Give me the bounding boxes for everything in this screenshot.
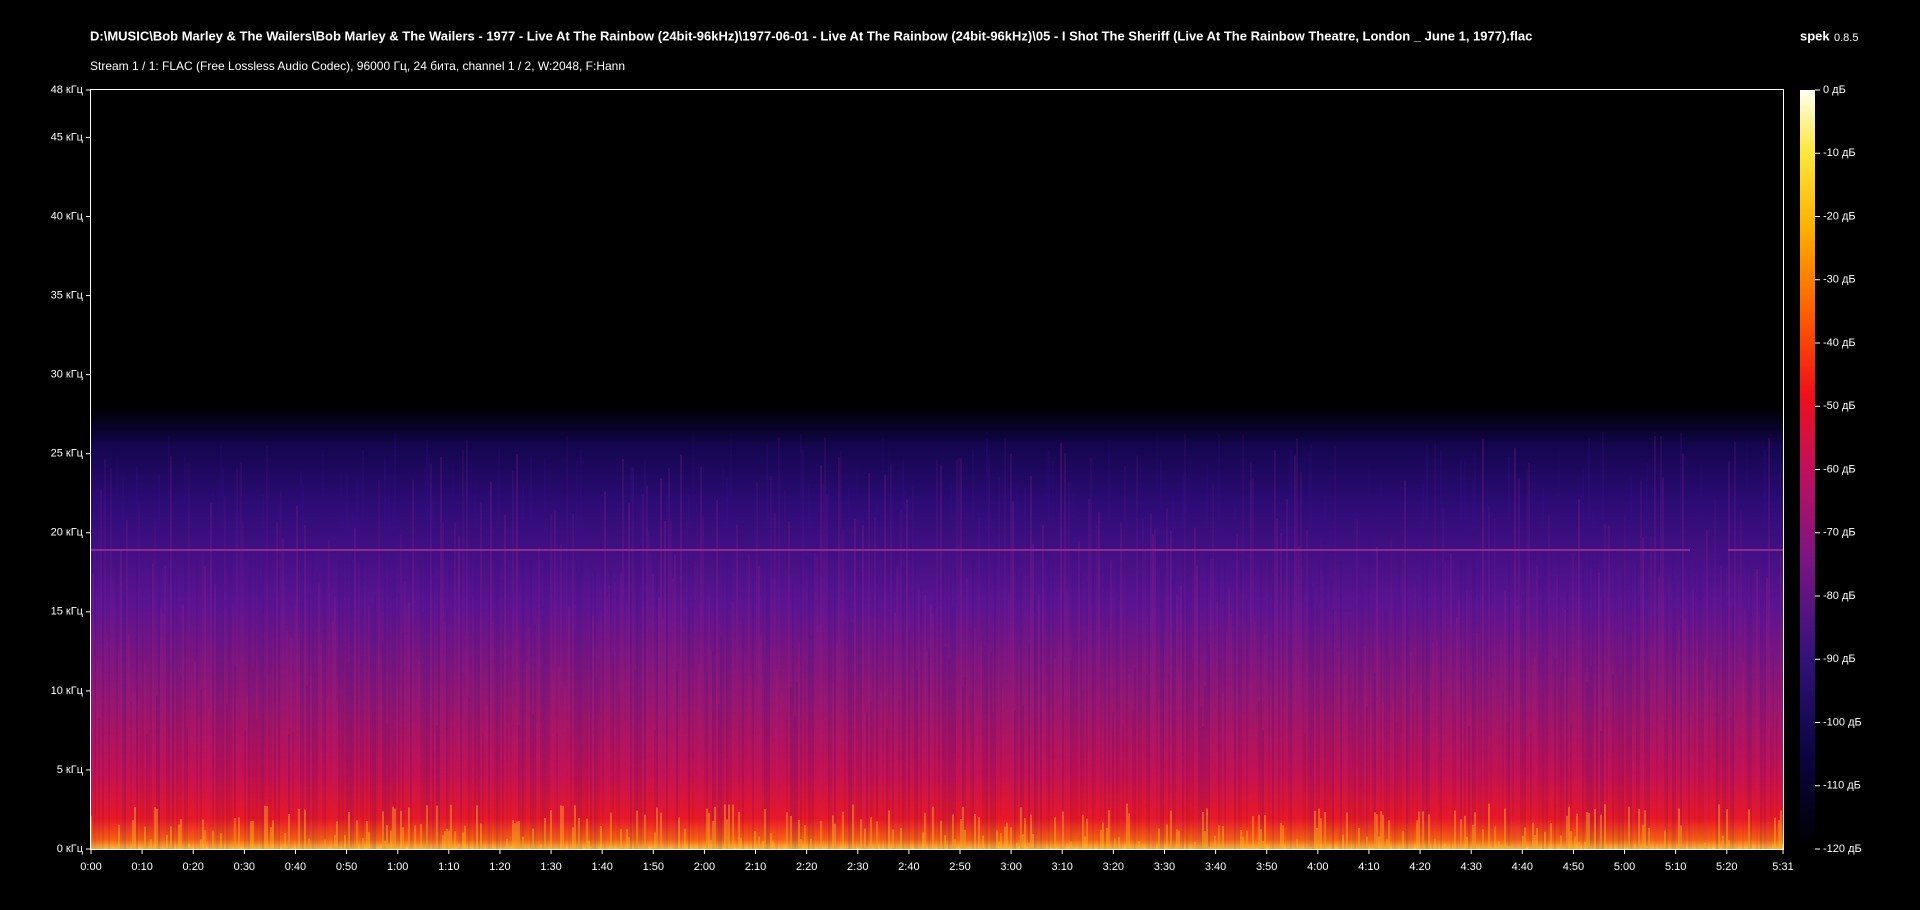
- x-tick-label: 1:50: [643, 861, 664, 873]
- x-tick-label: 3:50: [1256, 861, 1277, 873]
- x-tick-label: 4:10: [1358, 861, 1379, 873]
- y-tick-label: 25 кГц: [51, 448, 84, 460]
- x-tick-label: 5:31: [1772, 861, 1793, 873]
- x-tick-label: 1:40: [591, 861, 612, 873]
- x-tick-label: 2:30: [847, 861, 868, 873]
- x-tick-label: 2:40: [898, 861, 919, 873]
- x-tick-label: 4:50: [1563, 861, 1584, 873]
- x-tick-label: 5:10: [1665, 861, 1686, 873]
- x-tick-label: 1:00: [387, 861, 408, 873]
- spectrogram-texture: [90, 431, 1782, 849]
- y-tick-label: 48 кГц: [51, 84, 84, 96]
- colorbar-tick-label: -60 дБ: [1823, 463, 1856, 475]
- x-tick-label: 3:20: [1103, 861, 1124, 873]
- x-tick-label: 4:00: [1307, 861, 1328, 873]
- x-tick-label: 2:10: [745, 861, 766, 873]
- colorbar-tick-label: -70 дБ: [1823, 527, 1856, 539]
- x-tick-label: 3:10: [1052, 861, 1073, 873]
- x-tick-label: 0:20: [183, 861, 204, 873]
- x-tick-label: 3:40: [1205, 861, 1226, 873]
- spectrogram: [91, 90, 1783, 849]
- x-tick-label: 0:10: [131, 861, 152, 873]
- colorbar-tick-label: -50 дБ: [1823, 400, 1856, 412]
- colorbar-tick-label: -20 дБ: [1823, 210, 1856, 222]
- colorbar-tick-label: -110 дБ: [1823, 780, 1861, 792]
- stream-info: Stream 1 / 1: FLAC (Free Lossless Audio …: [90, 59, 625, 73]
- x-tick-label: 5:20: [1716, 861, 1737, 873]
- color-bar: [1800, 90, 1815, 849]
- x-tick-label: 1:20: [489, 861, 510, 873]
- x-tick-label: 0:00: [80, 861, 101, 873]
- y-tick-label: 45 кГц: [51, 131, 84, 143]
- app-name: spek: [1800, 28, 1830, 43]
- x-tick-label: 5:00: [1614, 861, 1635, 873]
- colorbar-tick-label: -90 дБ: [1823, 653, 1856, 665]
- y-tick-label: 5 кГц: [57, 764, 84, 776]
- x-tick-label: 0:40: [285, 861, 306, 873]
- x-tick-label: 4:20: [1409, 861, 1430, 873]
- x-tick-label: 3:30: [1154, 861, 1175, 873]
- x-tick-label: 1:30: [540, 861, 561, 873]
- colorbar-tick-label: -30 дБ: [1823, 274, 1856, 286]
- x-tick-label: 1:10: [438, 861, 459, 873]
- file-path-title: D:\MUSIC\Bob Marley & The Wailers\Bob Ma…: [90, 28, 1532, 43]
- plot-frame: [90, 89, 1784, 850]
- colorbar-tick-label: -40 дБ: [1823, 337, 1856, 349]
- x-tick-label: 4:40: [1512, 861, 1533, 873]
- colorbar-tick-label: -10 дБ: [1823, 147, 1856, 159]
- y-tick-label: 10 кГц: [51, 685, 84, 697]
- x-tick-label: 2:20: [796, 861, 817, 873]
- y-tick-label: 15 кГц: [51, 606, 84, 618]
- x-tick-label: 3:00: [1000, 861, 1021, 873]
- colorbar-tick-label: -120 дБ: [1823, 843, 1862, 855]
- app-version: 0.8.5: [1834, 32, 1858, 44]
- colorbar-tick-label: 0 дБ: [1823, 84, 1846, 96]
- x-tick-label: 0:30: [234, 861, 255, 873]
- y-tick-label: 30 кГц: [51, 369, 84, 381]
- colorbar-tick-label: -80 дБ: [1823, 590, 1856, 602]
- y-tick-label: 35 кГц: [51, 289, 84, 301]
- y-tick-label: 0 кГц: [57, 843, 84, 855]
- x-tick-label: 2:50: [949, 861, 970, 873]
- y-tick-label: 40 кГц: [51, 210, 84, 222]
- colorbar-tick-label: -100 дБ: [1823, 716, 1862, 728]
- x-tick-label: 0:50: [336, 861, 357, 873]
- x-tick-label: 4:30: [1460, 861, 1481, 873]
- y-tick-label: 20 кГц: [51, 527, 84, 539]
- x-tick-label: 2:00: [694, 861, 715, 873]
